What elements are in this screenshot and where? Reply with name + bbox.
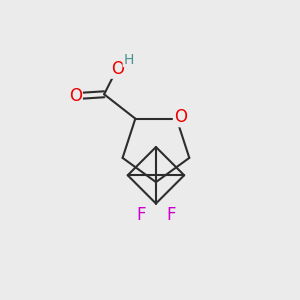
Text: F: F	[136, 206, 146, 224]
Text: O: O	[111, 60, 124, 78]
Text: H: H	[123, 52, 134, 67]
Text: F: F	[166, 206, 176, 224]
Text: O: O	[69, 87, 82, 105]
Text: O: O	[174, 109, 187, 127]
